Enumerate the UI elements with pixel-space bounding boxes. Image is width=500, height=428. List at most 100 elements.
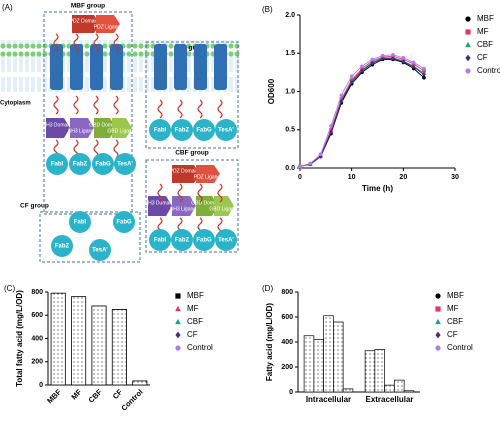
linker bbox=[197, 99, 203, 119]
group-label: MF group bbox=[177, 45, 207, 52]
y-tick-label: 400 bbox=[31, 335, 43, 342]
group-label: MBF group bbox=[71, 3, 105, 10]
legend-marker bbox=[175, 293, 181, 299]
gbd-ligand bbox=[214, 196, 234, 216]
data-point bbox=[329, 129, 333, 135]
y-axis-label: Fatty acid (mg/L/OD) bbox=[265, 303, 274, 382]
x-tick-label: 10 bbox=[348, 174, 356, 181]
data-point bbox=[339, 93, 344, 98]
bar bbox=[374, 349, 385, 393]
x-tick-label: Intracellular bbox=[306, 395, 351, 404]
gbd-domain-label: GBD Domain bbox=[191, 200, 221, 206]
data-point bbox=[349, 79, 354, 85]
data-point bbox=[329, 124, 333, 128]
legend-marker bbox=[175, 305, 181, 312]
y-tick-label: 1.5 bbox=[285, 50, 295, 57]
y-tick-label: 0 bbox=[39, 382, 43, 389]
series-line bbox=[299, 58, 425, 167]
linker bbox=[73, 33, 79, 53]
enzyme bbox=[69, 211, 91, 233]
y-tick-label: 2.0 bbox=[285, 12, 295, 19]
bar bbox=[394, 379, 405, 393]
y-axis-label: Total fatty acid (mg/L/OD) bbox=[15, 290, 24, 387]
group-box bbox=[145, 159, 239, 253]
enzyme bbox=[215, 119, 237, 141]
y-tick-label: 1.0 bbox=[285, 88, 295, 95]
panel-label: (A) bbox=[2, 3, 13, 12]
group-label: CF group bbox=[20, 203, 49, 210]
enzyme-label: FabG bbox=[196, 128, 212, 134]
legend-label: Control bbox=[187, 343, 213, 352]
sh3-domain-label: SH3 Domain bbox=[145, 200, 174, 206]
linker bbox=[53, 95, 59, 115]
group-box bbox=[145, 41, 239, 149]
linker bbox=[113, 33, 119, 53]
enzyme-label: FabI bbox=[154, 238, 167, 244]
x-tick-label: 0 bbox=[298, 174, 302, 181]
legend-marker bbox=[465, 54, 471, 62]
gbd-domain bbox=[94, 118, 116, 138]
group-box bbox=[39, 211, 141, 263]
data-point bbox=[411, 60, 416, 65]
legend-marker bbox=[175, 345, 181, 351]
enzyme bbox=[114, 153, 136, 175]
legend-label: MBF bbox=[477, 14, 494, 23]
enzyme bbox=[193, 119, 215, 141]
sh3-ligand-label: SH3 Ligand bbox=[170, 206, 196, 212]
chart: (C) 0 200 400 600 800 Total fatty acid (mg/L/O… bbox=[4, 284, 213, 413]
sh3-ligand bbox=[172, 196, 196, 216]
gbd-ligand-label: GBD Ligand bbox=[107, 128, 134, 134]
pdz-domain-label: PDZ Domain bbox=[70, 18, 99, 24]
data-point bbox=[422, 69, 426, 73]
data-point bbox=[391, 56, 395, 61]
legend-marker bbox=[435, 306, 441, 312]
gbd-ligand bbox=[112, 118, 132, 138]
pdz-ligand bbox=[196, 165, 220, 183]
legend-marker bbox=[175, 318, 181, 325]
data-point bbox=[422, 72, 426, 78]
legend-marker bbox=[465, 16, 471, 22]
x-axis-label: Time (h) bbox=[362, 184, 393, 193]
x-tick-label: MBF bbox=[45, 387, 63, 405]
sh3-domain bbox=[148, 196, 172, 216]
y-axis-label: OD600 bbox=[267, 78, 276, 104]
enzyme bbox=[46, 153, 68, 175]
data-point bbox=[380, 53, 385, 58]
bar bbox=[342, 388, 354, 393]
y-tick-label: 400 bbox=[281, 339, 293, 346]
panel-label: (D) bbox=[262, 284, 273, 293]
enzyme bbox=[89, 239, 111, 261]
pdz-ligand-label: PDZ Ligand bbox=[94, 24, 121, 30]
pdz-ligand bbox=[96, 15, 120, 33]
data-point bbox=[422, 66, 426, 71]
transmembrane-protein bbox=[154, 44, 167, 90]
linker bbox=[177, 183, 183, 203]
enzyme-label: FabG bbox=[95, 162, 111, 168]
data-point bbox=[422, 75, 426, 80]
bar bbox=[71, 296, 87, 386]
legend-marker bbox=[435, 345, 441, 351]
x-tick-label: 30 bbox=[451, 174, 459, 181]
transmembrane-protein bbox=[174, 44, 187, 90]
enzyme-label: TesA' bbox=[218, 238, 234, 244]
data-point bbox=[380, 56, 385, 61]
enzyme bbox=[113, 211, 135, 233]
y-tick-label: 0.5 bbox=[285, 127, 295, 134]
linker bbox=[157, 99, 163, 119]
legend-label: Control bbox=[447, 343, 473, 352]
data-point bbox=[401, 59, 406, 65]
data-point bbox=[360, 68, 364, 74]
data-point bbox=[360, 64, 364, 69]
x-tick-label: CF bbox=[111, 387, 125, 401]
enzyme bbox=[215, 229, 237, 251]
legend-label: MBF bbox=[447, 291, 464, 300]
sh3-domain bbox=[46, 118, 70, 138]
x-tick-label: 20 bbox=[399, 174, 407, 181]
y-tick-label: 200 bbox=[31, 359, 43, 366]
data-point bbox=[370, 57, 375, 62]
enzyme-label: TesA' bbox=[218, 128, 234, 134]
enzyme-label: FabG bbox=[116, 220, 132, 226]
cytoplasm-label: Cytoplasm bbox=[0, 101, 31, 107]
bar bbox=[132, 380, 148, 386]
linker bbox=[53, 33, 59, 53]
